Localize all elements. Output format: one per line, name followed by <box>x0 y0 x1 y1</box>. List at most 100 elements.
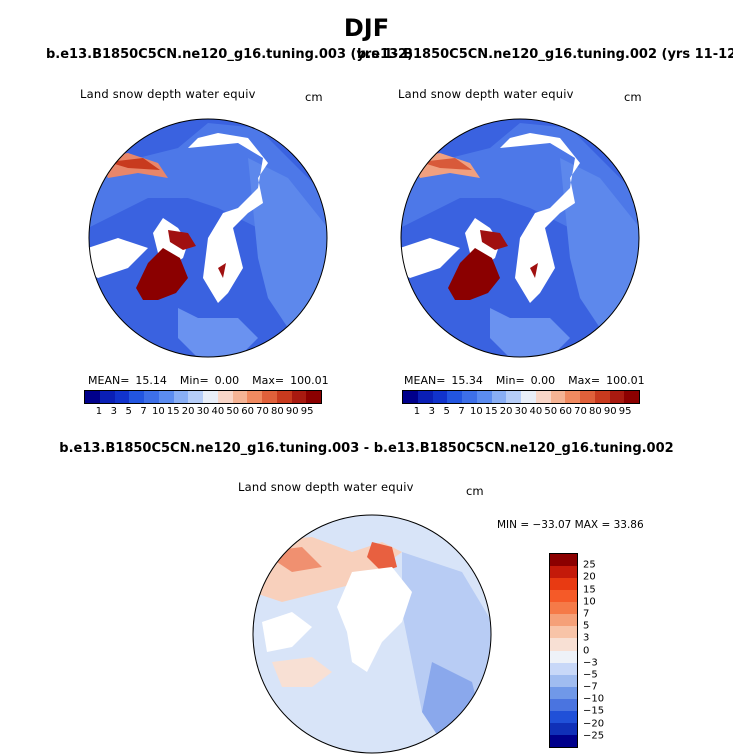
colorbar-tick-label: 90 <box>603 406 617 417</box>
colorbar-swatch <box>550 391 566 403</box>
colorbar-tick-label: 3 <box>583 632 590 644</box>
colorbar-tick-label: 40 <box>529 406 543 417</box>
colorbar-tick-label: 50 <box>226 406 240 417</box>
colorbar-swatch <box>203 391 218 403</box>
colorbar-swatch <box>462 391 477 403</box>
difference-min-max: MIN = −33.07 MAX = 33.86 <box>497 519 644 531</box>
colorbar-tick-label: 40 <box>211 406 225 417</box>
colorbar-tick-label: −20 <box>583 718 605 730</box>
colorbar-tick-label: 10 <box>470 406 483 417</box>
colorbar-swatch <box>476 391 492 403</box>
colorbar-swatch <box>144 391 159 403</box>
colorbar-tick-label: 80 <box>271 406 284 417</box>
colorbar-tick-label: 3 <box>110 406 117 417</box>
colorbar-tick-label: 60 <box>559 406 572 417</box>
colorbar-swatch <box>491 391 507 403</box>
colorbar-swatch <box>550 614 577 627</box>
right-units-label: cm <box>624 90 642 104</box>
colorbar-swatch <box>99 391 115 403</box>
colorbar-swatch <box>291 391 307 403</box>
colorbar-swatch <box>262 391 277 403</box>
left-variable-label: Land snow depth water equiv <box>80 87 256 101</box>
colorbar-swatch <box>594 391 610 403</box>
colorbar-swatch <box>217 391 233 403</box>
colorbar-tick-label: 7 <box>140 406 147 417</box>
right-polar-map <box>400 118 640 358</box>
colorbar-tick-label: 50 <box>544 406 558 417</box>
colorbar-tick-label: 5 <box>443 406 450 417</box>
colorbar-tick-label: 90 <box>285 406 299 417</box>
difference-polar-map <box>252 514 492 754</box>
colorbar-swatch <box>565 391 580 403</box>
colorbar-swatch <box>550 578 577 591</box>
colorbar-tick-label: 3 <box>428 406 435 417</box>
colorbar-swatch <box>306 391 321 403</box>
colorbar-swatch <box>550 674 577 687</box>
colorbar-tick-label: 7 <box>458 406 465 417</box>
colorbar-swatch <box>550 662 577 675</box>
page-title: DJF <box>343 14 390 42</box>
right-stats: MEAN= 15.34 Min= 0.00 Max= 100.01 <box>404 374 645 387</box>
colorbar-swatch <box>188 391 203 403</box>
colorbar-swatch <box>521 391 536 403</box>
colorbar-tick-label: 20 <box>583 571 596 583</box>
colorbar-tick-label: 15 <box>484 406 498 417</box>
colorbar-swatch <box>114 391 130 403</box>
colorbar-swatch <box>417 391 433 403</box>
colorbar-tick-label: 30 <box>514 406 528 417</box>
difference-title: b.e13.B1850C5CN.ne120_g16.tuning.003 - b… <box>59 441 674 456</box>
right-case-title: b.e13.B1850C5CN.ne120_g16.tuning.002 (yr… <box>357 47 733 62</box>
colorbar-swatch <box>232 391 248 403</box>
colorbar-swatch <box>432 391 448 403</box>
difference-variable-label: Land snow depth water equiv <box>238 480 414 494</box>
colorbar-swatch <box>550 626 577 639</box>
colorbar-swatch <box>624 391 639 403</box>
colorbar-tick-label: 1 <box>95 406 103 417</box>
colorbar-tick-label: 70 <box>256 406 269 417</box>
colorbar-tick-label: 20 <box>499 406 513 417</box>
colorbar-swatch <box>173 391 189 403</box>
colorbar-tick-label: 10 <box>152 406 165 417</box>
difference-colorbar <box>549 553 578 748</box>
colorbar-swatch <box>85 391 100 403</box>
colorbar-tick-label: 20 <box>181 406 195 417</box>
difference-colorbar-ticks: 25 20 15 10 7 5 3 0 −3 −5 −7 −10 −15 −20 −25 <box>583 553 623 746</box>
colorbar-tick-label: 0 <box>583 645 590 656</box>
colorbar-tick-label: 30 <box>196 406 210 417</box>
colorbar-tick-label: 5 <box>125 406 132 417</box>
colorbar-tick-label: 1 <box>413 406 421 417</box>
colorbar-swatch <box>403 391 418 403</box>
colorbar-swatch <box>550 602 577 615</box>
colorbar-tick-label: −3 <box>583 657 598 669</box>
colorbar-tick-label: −5 <box>583 669 598 681</box>
colorbar-tick-label: 15 <box>166 406 180 417</box>
colorbar-swatch <box>550 698 577 711</box>
colorbar-swatch <box>506 391 521 403</box>
colorbar-swatch <box>550 554 577 567</box>
left-units-label: cm <box>305 90 323 104</box>
difference-units-label: cm <box>466 484 484 498</box>
colorbar-swatch <box>129 391 144 403</box>
colorbar-swatch <box>550 686 577 699</box>
colorbar-swatch <box>550 638 577 651</box>
colorbar-swatch <box>550 590 577 603</box>
colorbar-swatch <box>550 566 577 579</box>
colorbar-swatch <box>535 391 551 403</box>
colorbar-tick-label: 7 <box>583 608 590 620</box>
colorbar-tick-label: −25 <box>583 730 605 742</box>
colorbar-tick-label: 70 <box>574 406 587 417</box>
colorbar-swatch <box>276 391 292 403</box>
left-stats: MEAN= 15.14 Min= 0.00 Max= 100.01 <box>88 374 329 387</box>
colorbar-swatch <box>550 722 577 735</box>
colorbar-tick-label: 95 <box>300 406 314 417</box>
left-polar-map <box>88 118 328 358</box>
colorbar-swatch <box>550 734 577 747</box>
colorbar-tick-label: −10 <box>583 693 605 705</box>
colorbar-swatch <box>550 710 577 723</box>
colorbar-swatch <box>580 391 595 403</box>
colorbar-swatch <box>247 391 262 403</box>
colorbar-tick-label: 5 <box>583 620 590 632</box>
colorbar-tick-label: −7 <box>583 681 598 693</box>
colorbar-tick-label: 25 <box>583 559 596 571</box>
left-case-title: b.e13.B1850C5CN.ne120_g16.tuning.003 (yr… <box>46 47 414 62</box>
